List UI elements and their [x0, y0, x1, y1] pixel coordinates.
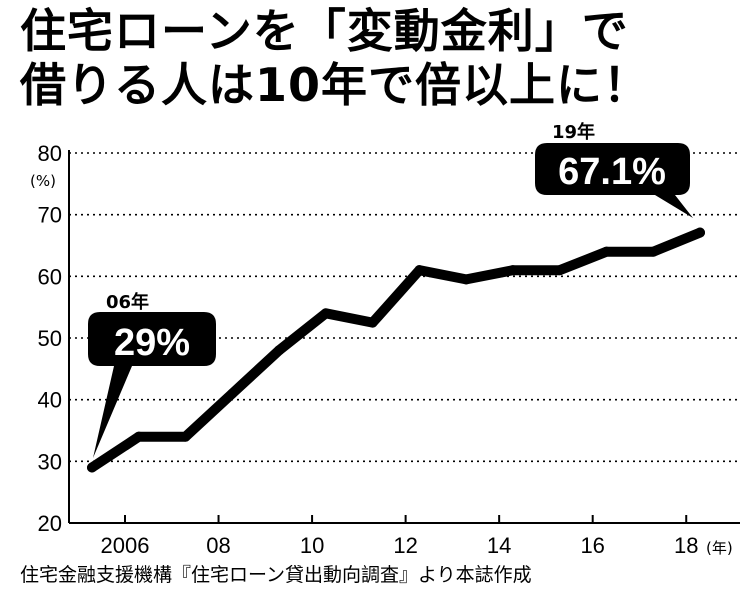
callout-2006-label: 06年	[106, 291, 149, 313]
y-tick-label: 60	[38, 264, 62, 289]
gridlines	[69, 152, 740, 463]
data-point-2017	[601, 246, 612, 257]
callout-2019: 19年 67.1%	[535, 120, 693, 218]
x-tick-labels: 2006 08 10 12 14 16 18	[101, 515, 698, 558]
callout-2006-value: 29%	[114, 322, 190, 364]
y-tick-label: 30	[38, 449, 62, 474]
data-point-2016	[554, 265, 565, 276]
y-axis-unit: (%)	[30, 172, 56, 190]
x-tick-label: 14	[487, 533, 511, 558]
x-axis-unit: (年)	[706, 539, 733, 557]
x-tick-label: 08	[206, 533, 230, 558]
data-point-2010	[274, 345, 285, 356]
series-line	[87, 227, 705, 473]
y-tick-label: 50	[38, 326, 62, 351]
y-tick-label: 20	[38, 511, 62, 536]
x-tick-label: 2006	[101, 533, 150, 558]
y-tick-label: 40	[38, 388, 62, 413]
x-tick-label: 12	[393, 533, 417, 558]
y-tick-labels: 80 70 60 50 40 30 20	[38, 141, 62, 536]
data-points	[87, 227, 705, 473]
data-point-2012	[367, 317, 378, 328]
callout-2019-value: 67.1%	[558, 151, 666, 193]
x-tick-label: 18	[674, 533, 698, 558]
data-point-2007	[133, 431, 144, 442]
chart-title-line-1: 住宅ローンを「変動金利」で	[20, 4, 629, 58]
x-tick-label: 10	[300, 533, 324, 558]
data-point-2018	[648, 246, 659, 257]
data-point-2011	[320, 308, 331, 319]
data-point-2006	[87, 462, 97, 473]
callout-2019-label: 19年	[552, 121, 595, 143]
data-point-2014	[461, 274, 472, 285]
data-point-2015	[507, 265, 518, 276]
source-note: 住宅金融支援機構『住宅ローン貸出動向調査』より本誌作成	[20, 564, 532, 586]
chart-title-line-2: 借りる人は10年で倍以上に！	[20, 58, 651, 112]
data-point-2019	[695, 227, 705, 238]
data-point-2008	[180, 431, 191, 442]
y-tick-label: 70	[38, 203, 62, 228]
data-point-2009	[227, 388, 238, 399]
y-tick-label: 80	[38, 141, 62, 166]
callout-2006: 06年 29%	[88, 290, 216, 458]
x-tick-label: 16	[580, 533, 604, 558]
data-point-2013	[414, 265, 425, 276]
